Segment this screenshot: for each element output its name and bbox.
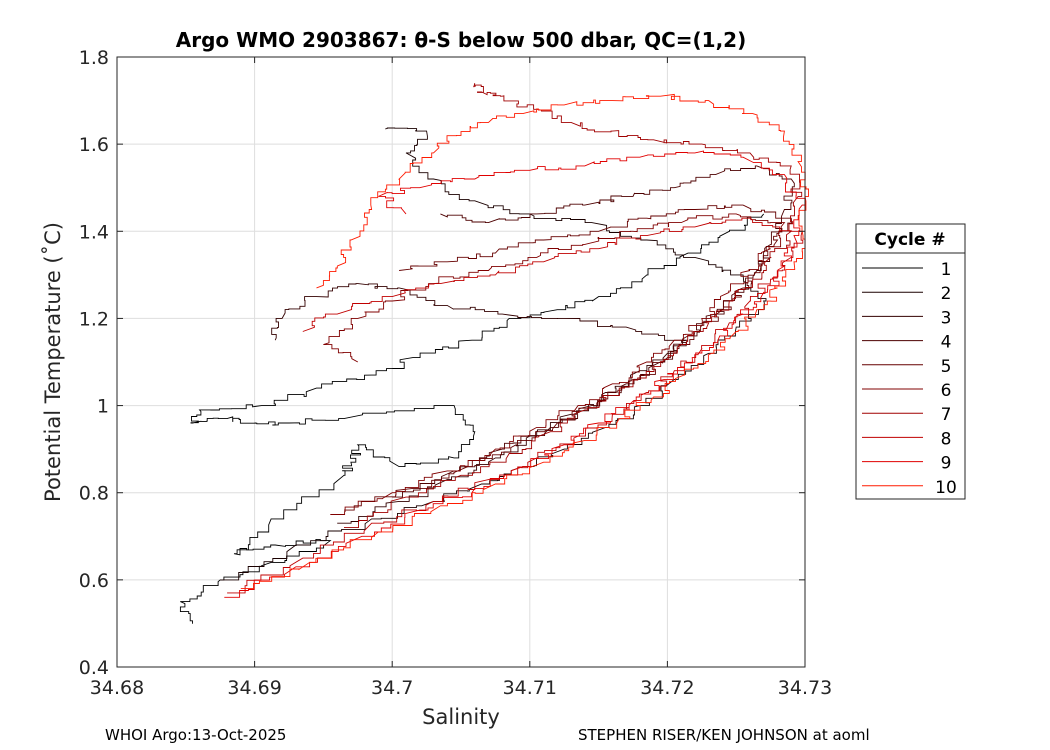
legend-label-cycle-7: 7 [941,405,952,425]
legend-label-cycle-3: 3 [941,308,952,328]
y-axis-label: Potential Temperature (˚C) [41,222,65,502]
x-tick-label: 34.7 [371,677,413,699]
legend-label-cycle-5: 5 [941,357,952,377]
y-tick-label: 1.4 [79,221,109,243]
legend-label-cycle-4: 4 [941,333,952,353]
legend: Cycle # 1 2 3 4 5 6 7 8 9 10 [855,223,966,500]
plot-frame [116,56,806,668]
x-tick-label: 34.69 [227,677,281,699]
y-tick-label: 1.8 [79,47,109,69]
legend-label-cycle-10: 10 [935,478,957,498]
y-tick-label: 0.8 [79,483,109,505]
legend-label-cycle-8: 8 [941,429,952,449]
legend-entries: 1 2 3 4 5 6 7 8 9 10 [862,260,957,498]
legend-title: Cycle # [874,230,945,250]
series-line-cycle-10 [240,93,809,590]
y-tick-label: 0.6 [79,570,109,592]
y-axis-ticks: 0.4 0.6 0.8 1 1.2 1.4 1.6 1.8 [79,47,805,679]
chart-title: Argo WMO 2903867: θ-S below 500 dbar, QC… [176,28,746,52]
y-tick-label: 1 [97,396,109,418]
series-lines [179,82,809,624]
series-line-cycle-5 [344,204,793,511]
series-line-cycle-8 [227,217,804,594]
legend-box [855,223,966,500]
x-tick-label: 34.68 [90,677,144,699]
legend-label-cycle-9: 9 [941,454,952,474]
x-axis-label: Salinity [422,705,500,729]
series-line-cycle-2 [220,127,767,581]
x-tick-label: 34.71 [503,677,557,699]
legend-label-cycle-2: 2 [941,284,952,304]
y-tick-label: 1.2 [79,308,109,330]
y-tick-label: 1.6 [79,134,109,156]
legend-label-cycle-6: 6 [941,381,952,401]
footer-source: WHOI Argo:13-Oct-2025 [105,726,287,744]
footer-credit: STEPHEN RISER/KEN JOHNSON at aoml [578,726,870,744]
x-axis-ticks: 34.68 34.69 34.7 34.71 34.72 34.73 [90,57,832,699]
legend-label-cycle-1: 1 [941,260,952,280]
x-tick-label: 34.72 [640,677,694,699]
y-tick-label: 0.4 [79,657,109,679]
series-line-cycle-1 [179,213,765,624]
series-line-cycle-4 [392,165,795,498]
x-tick-label: 34.73 [778,677,832,699]
series-line-cycle-9 [224,150,806,598]
grid-lines [116,56,806,668]
series-line-cycle-7 [344,82,803,529]
series-line-cycle-3 [271,283,689,524]
